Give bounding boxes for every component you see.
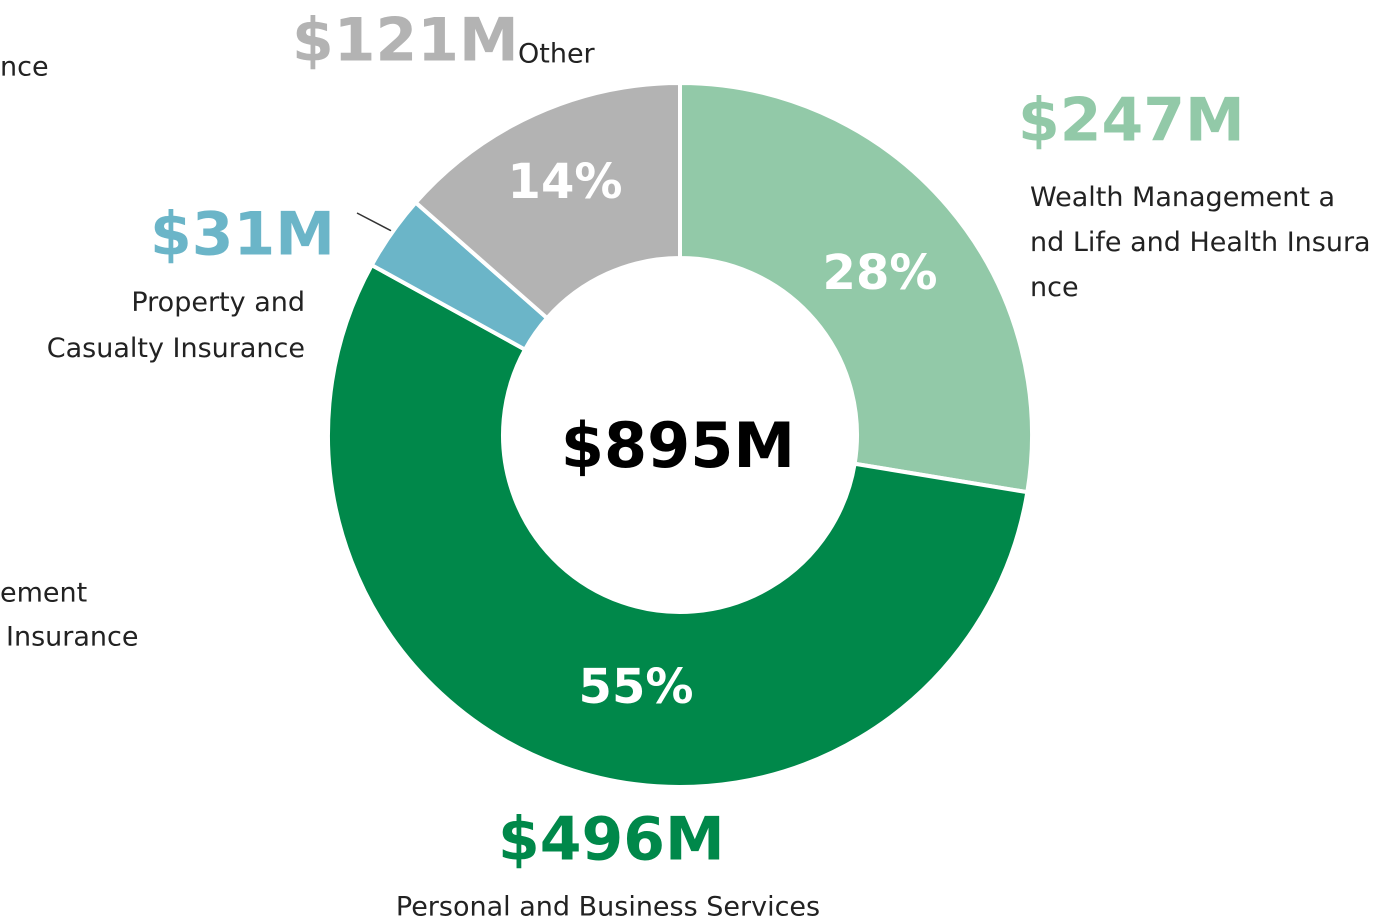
center-label: $895M bbox=[561, 409, 795, 482]
category-label: Property and Casualty Insurance bbox=[47, 287, 305, 364]
category-line: nd Life and Health Insura bbox=[1030, 227, 1371, 258]
category-label: Other bbox=[518, 39, 596, 70]
percent-label: 28% bbox=[823, 245, 938, 301]
donut-slice bbox=[678, 80, 1034, 495]
cropped-text: nce bbox=[0, 52, 49, 83]
category-line: nce bbox=[1030, 272, 1079, 303]
percent-label: 3% bbox=[254, 141, 336, 197]
value-label: $31M bbox=[150, 200, 335, 270]
value-label: $121M bbox=[292, 6, 519, 76]
percent-label: 55% bbox=[579, 659, 694, 715]
category-line: Casualty Insurance bbox=[47, 333, 305, 364]
category-line: Property and bbox=[131, 287, 305, 318]
donut-slice bbox=[412, 80, 682, 321]
percent-label: 14% bbox=[508, 154, 623, 210]
donut-slice bbox=[326, 262, 1030, 790]
value-label: $496M bbox=[498, 805, 725, 875]
category-line: Wealth Management a bbox=[1030, 182, 1335, 213]
value-label: $247M bbox=[1018, 86, 1245, 156]
cropped-text: Insurance bbox=[6, 622, 138, 653]
category-label: Wealth Management a nd Life and Health In… bbox=[1030, 182, 1371, 303]
cropped-text: ement bbox=[0, 578, 87, 609]
category-label: Personal and Business Services bbox=[396, 892, 820, 923]
